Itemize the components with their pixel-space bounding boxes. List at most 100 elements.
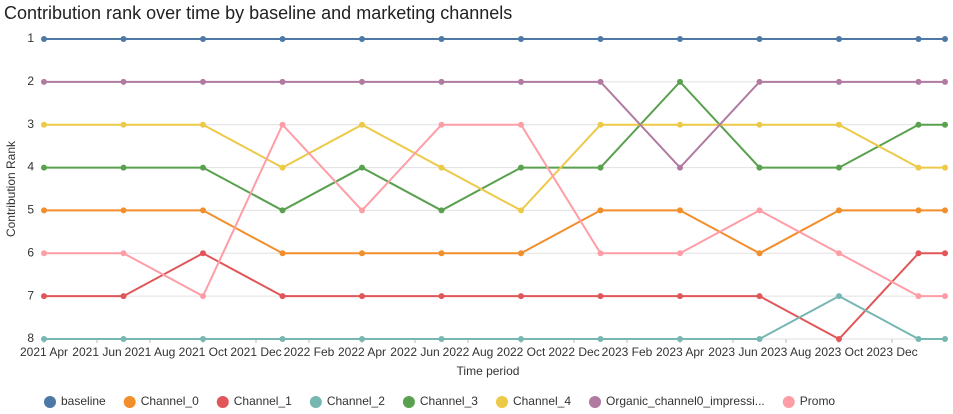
data-point — [120, 336, 127, 342]
data-point — [677, 293, 683, 300]
x-tick-label: 2023 Aug — [761, 345, 812, 359]
data-point — [942, 121, 948, 128]
data-point — [279, 36, 286, 42]
x-tick-label: 2021 Oct — [179, 345, 228, 359]
data-point — [120, 293, 127, 300]
data-point — [120, 78, 127, 85]
data-point — [915, 250, 922, 257]
chart-title: Contribution rank over time by baseline … — [4, 3, 512, 23]
data-point — [438, 36, 445, 42]
legend-marker — [44, 396, 56, 408]
data-point — [359, 78, 365, 85]
data-point — [836, 164, 842, 171]
data-point — [518, 207, 524, 214]
series-line — [44, 295, 945, 340]
data-point — [359, 293, 365, 300]
data-point — [597, 336, 604, 342]
legend-marker — [123, 396, 136, 408]
legend-label: Channel_3 — [420, 394, 478, 408]
data-point — [942, 207, 948, 214]
x-tick-label: 2023 Oct — [815, 345, 864, 359]
data-point — [438, 121, 445, 128]
data-point — [518, 164, 524, 171]
data-point — [756, 207, 763, 214]
legend-marker — [402, 396, 415, 408]
data-point — [597, 36, 604, 42]
y-tick-label: 6 — [27, 245, 34, 259]
y-tick-label: 8 — [27, 331, 34, 345]
data-point — [359, 250, 365, 257]
data-point — [756, 121, 763, 128]
data-point — [942, 78, 948, 85]
data-point — [756, 36, 763, 42]
x-tick-label: 2023 Jun — [708, 345, 757, 359]
data-point — [942, 293, 948, 300]
data-point — [438, 207, 445, 214]
data-point — [200, 293, 206, 300]
data-point — [41, 36, 47, 42]
data-point — [597, 78, 604, 85]
legend-label: Organic_channel0_impressi... — [606, 394, 765, 408]
data-point — [836, 207, 842, 214]
data-point — [200, 164, 206, 171]
data-point — [677, 164, 683, 171]
data-point — [756, 250, 763, 257]
data-point — [120, 164, 127, 171]
data-point — [597, 293, 604, 300]
data-point — [359, 207, 365, 214]
data-point — [41, 336, 47, 342]
data-point — [677, 250, 683, 257]
data-point — [942, 164, 948, 171]
data-point — [915, 293, 922, 300]
data-point — [200, 207, 206, 214]
data-point — [836, 336, 842, 342]
data-point — [756, 336, 763, 342]
data-point — [41, 293, 47, 300]
data-point — [279, 207, 286, 214]
legend-label: baseline — [61, 394, 106, 408]
data-point — [200, 78, 206, 85]
data-point — [41, 250, 47, 257]
data-point — [518, 78, 524, 85]
legend-label: Channel_1 — [234, 394, 292, 408]
data-point — [836, 250, 842, 257]
data-point — [279, 78, 286, 85]
data-point — [279, 336, 286, 342]
data-point — [120, 207, 127, 214]
y-tick-label: 2 — [27, 74, 34, 88]
data-point — [200, 336, 206, 342]
data-point — [915, 336, 922, 342]
data-point — [836, 78, 842, 85]
data-point — [915, 36, 922, 42]
data-point — [836, 121, 842, 128]
data-point — [200, 121, 206, 128]
data-point — [942, 36, 948, 42]
data-point — [438, 164, 445, 171]
data-point — [279, 293, 286, 300]
data-point — [200, 250, 206, 257]
legend-marker — [782, 396, 795, 408]
data-point — [41, 78, 47, 85]
x-tick-label: 2022 Feb — [284, 345, 335, 359]
data-point — [597, 164, 604, 171]
data-point — [41, 121, 47, 128]
x-tick-label: 2021 Dec — [230, 345, 281, 359]
data-point — [279, 250, 286, 257]
legend-label: Channel_0 — [141, 394, 199, 408]
data-point — [359, 164, 365, 171]
series-line — [44, 80, 945, 212]
data-point — [915, 207, 922, 214]
x-tick-label: 2023 Dec — [866, 345, 917, 359]
x-tick-label: 2022 Jun — [390, 345, 439, 359]
data-point — [915, 121, 922, 128]
legend-marker — [216, 396, 229, 408]
data-point — [359, 336, 365, 342]
data-point — [200, 36, 206, 42]
legend-label: Channel_4 — [513, 394, 571, 408]
y-tick-label: 4 — [27, 160, 34, 174]
x-tick-label: 2021 Apr — [20, 345, 68, 359]
data-point — [597, 250, 604, 257]
legend-marker — [589, 396, 602, 408]
data-point — [836, 293, 842, 300]
